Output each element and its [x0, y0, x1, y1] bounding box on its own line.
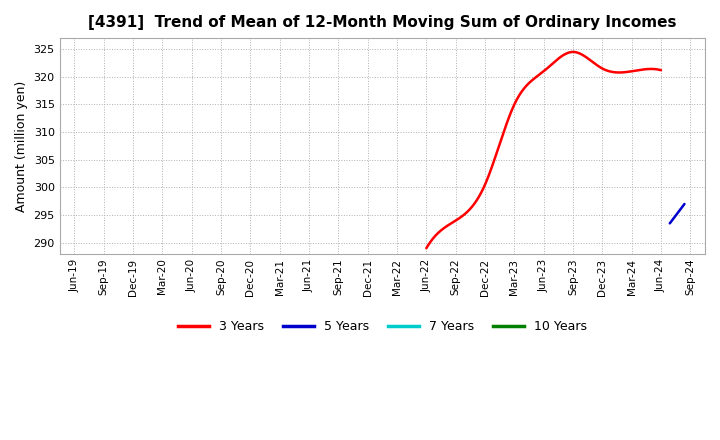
- Legend: 3 Years, 5 Years, 7 Years, 10 Years: 3 Years, 5 Years, 7 Years, 10 Years: [173, 315, 592, 338]
- Title: [4391]  Trend of Mean of 12-Month Moving Sum of Ordinary Incomes: [4391] Trend of Mean of 12-Month Moving …: [88, 15, 677, 30]
- Y-axis label: Amount (million yen): Amount (million yen): [15, 81, 28, 212]
